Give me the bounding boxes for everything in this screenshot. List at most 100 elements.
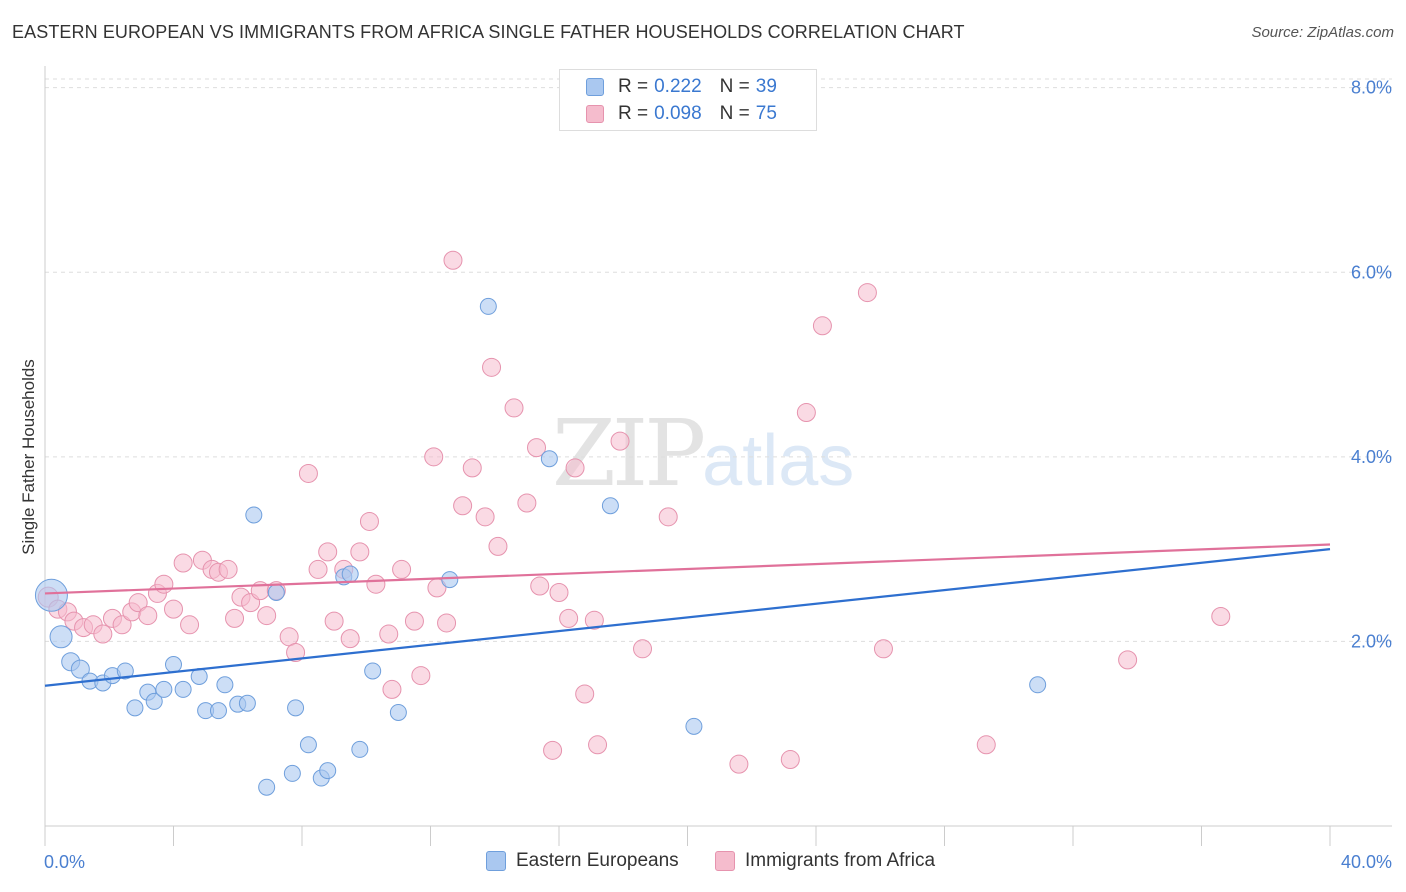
data-point-eastern-europeans [34,578,68,612]
data-point-immigrants-from-africa [379,624,399,644]
tick-labels: 2.0% 4.0% 6.0% 8.0% 0.0% 40.0% [44,78,1392,872]
data-point-immigrants-from-africa [173,553,193,573]
axes [44,66,1392,846]
legend-item-eastern-europeans[interactable]: Eastern Europeans [486,850,679,872]
data-point-immigrants-from-africa [350,542,370,562]
legend-r-value: 0.098 [654,103,702,124]
legend-swatch-pink [586,105,604,123]
data-point-immigrants-from-africa [359,511,379,531]
data-point-immigrants-from-africa [164,599,183,619]
legend-row-eastern-europeans: R = 0.222 N = 39 [586,75,777,99]
data-point-immigrants-from-africa [549,583,569,603]
data-point-immigrants-from-africa [324,611,344,631]
data-point-eastern-europeans [319,762,337,780]
data-point-eastern-europeans [1029,676,1047,694]
data-point-eastern-europeans [126,699,144,717]
data-point-eastern-europeans [165,655,182,673]
data-point-immigrants-from-africa [873,639,893,659]
y-tick-label: 8.0% [1351,78,1392,98]
data-point-immigrants-from-africa [443,250,463,270]
legend-n-value: 75 [755,103,777,124]
data-point-immigrants-from-africa [286,642,306,662]
data-point-eastern-europeans [174,680,192,698]
x-tick-label: 40.0% [1341,852,1392,872]
data-point-immigrants-from-africa [366,574,386,594]
legend-row-immigrants-from-africa: R = 0.098 N = 75 [586,102,777,126]
data-point-eastern-europeans [258,778,276,796]
legend-r-label: R = [618,76,649,97]
watermark-atlas: atlas [702,421,855,501]
legend-n-value: 39 [755,76,777,97]
trend-line-immigrants-from-africa [44,543,1331,595]
data-point-immigrants-from-africa [575,684,595,704]
data-point-eastern-europeans [601,497,619,515]
y-tick-label: 2.0% [1351,631,1392,651]
data-point-eastern-europeans [685,717,703,735]
y-axis-label: Single Father Households [19,359,38,555]
data-point-eastern-europeans [287,699,305,717]
legend-swatch-pink [715,851,735,871]
data-point-immigrants-from-africa [225,608,245,628]
data-point-immigrants-from-africa [382,679,402,699]
data-point-immigrants-from-africa [1118,650,1138,670]
data-point-eastern-europeans [364,662,382,680]
source-label: Source: ZipAtlas.com [1251,24,1394,41]
data-point-immigrants-from-africa [584,610,604,630]
legend-n-label: N = [719,103,750,124]
data-point-immigrants-from-africa [633,639,653,659]
legend-r-label: R = [618,103,649,124]
data-point-immigrants-from-africa [218,559,238,579]
data-point-eastern-europeans [283,764,301,782]
data-point-immigrants-from-africa [453,496,473,516]
data-point-immigrants-from-africa [796,403,816,423]
data-point-immigrants-from-africa [488,536,508,556]
data-point-immigrants-from-africa [610,431,630,451]
data-point-immigrants-from-africa [658,507,678,527]
chart-title: EASTERN EUROPEAN VS IMMIGRANTS FROM AFRI… [12,22,965,42]
data-point-eastern-europeans [341,565,359,583]
data-point-eastern-europeans [116,662,134,680]
data-point-immigrants-from-africa [475,507,495,527]
series-legend: Eastern Europeans Immigrants from Africa [0,850,1406,878]
watermark-zip: ZIP [552,400,706,507]
data-point-immigrants-from-africa [530,576,550,596]
trend-lines [44,543,1331,687]
data-point-eastern-europeans [216,676,234,694]
data-point-immigrants-from-africa [138,606,158,626]
data-point-immigrants-from-africa [1211,607,1231,627]
data-point-immigrants-from-africa [308,559,328,579]
data-point-immigrants-from-africa [543,740,563,760]
data-point-eastern-europeans [389,703,407,721]
data-point-eastern-europeans [245,506,263,524]
data-point-eastern-europeans [299,736,317,754]
data-point-immigrants-from-africa [527,438,547,458]
series-immigrants-from-africa [37,250,1231,774]
legend-swatch-blue [586,78,604,96]
legend-swatch-blue [486,851,506,871]
series-eastern-europeans [34,297,1047,796]
data-point-immigrants-from-africa [588,735,608,755]
data-point-immigrants-from-africa [559,608,579,628]
data-point-immigrants-from-africa [128,593,148,613]
data-point-eastern-europeans [145,692,163,710]
data-point-immigrants-from-africa [318,542,338,562]
data-point-immigrants-from-africa [976,735,996,755]
data-point-immigrants-from-africa [780,750,800,770]
correlation-legend: R = 0.222 N = 39 R = 0.098 N = 75 [559,69,817,131]
data-point-eastern-europeans [479,297,497,315]
data-point-immigrants-from-africa [93,624,113,644]
data-point-immigrants-from-africa [812,316,832,336]
data-point-eastern-europeans [49,625,73,649]
data-point-eastern-europeans [351,740,369,758]
data-point-immigrants-from-africa [404,611,424,631]
data-point-immigrants-from-africa [392,559,412,579]
data-point-eastern-europeans [267,584,285,602]
watermark: ZIPatlas [552,400,854,507]
y-tick-label: 6.0% [1351,262,1392,282]
data-point-immigrants-from-africa [462,458,482,478]
legend-n-label: N = [719,76,750,97]
data-point-immigrants-from-africa [504,398,524,418]
legend-item-immigrants-from-africa[interactable]: Immigrants from Africa [715,850,935,872]
data-point-immigrants-from-africa [154,574,174,594]
